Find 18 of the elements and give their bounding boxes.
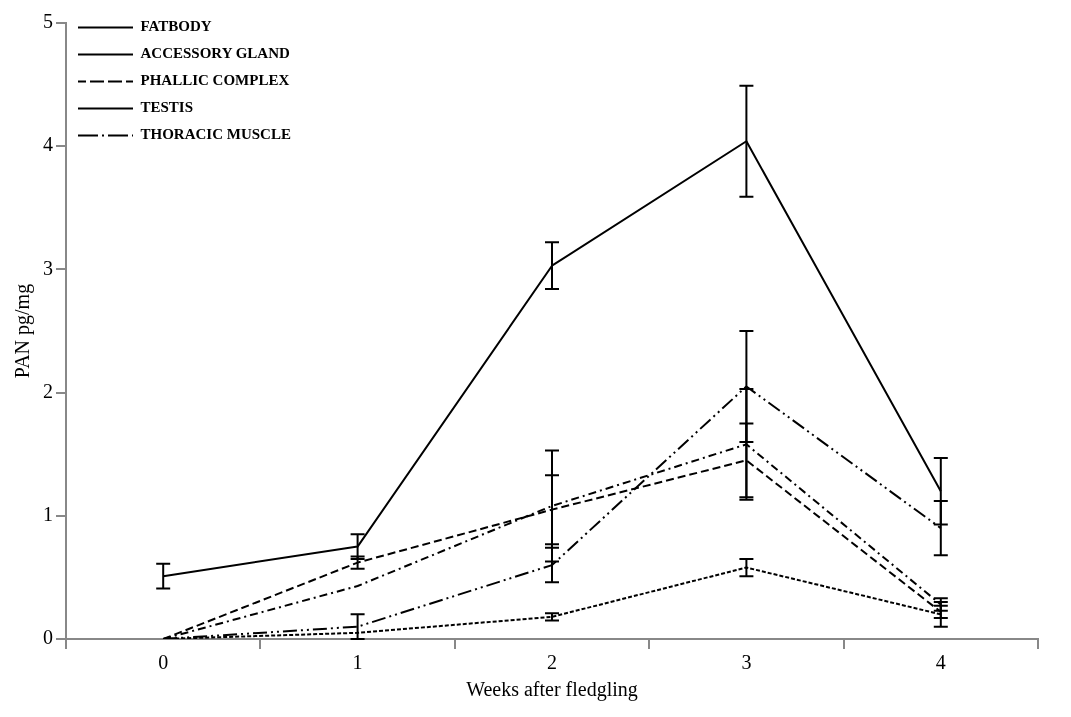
x-axis-title: Weeks after fledgling <box>466 678 638 702</box>
x-tick-label: 1 <box>352 651 363 674</box>
y-tick-label: 3 <box>43 256 53 279</box>
x-tick-label: 0 <box>158 651 169 674</box>
y-tick-label: 4 <box>43 133 53 156</box>
legend-label: PHALLIC COMPLEX <box>140 72 290 89</box>
y-axis-title: PAN pg/mg <box>11 283 35 379</box>
y-tick-label: 0 <box>43 626 53 649</box>
legend-label: ACCESSORY GLAND <box>140 45 291 62</box>
y-tick-label: 5 <box>43 10 53 33</box>
y-tick-label: 1 <box>43 503 53 526</box>
legend-label: FATBODY <box>140 18 212 35</box>
x-tick-label: 4 <box>935 651 946 674</box>
legend-label: THORACIC MUSCLE <box>140 126 291 143</box>
x-tick-label: 3 <box>741 651 752 674</box>
x-tick-label: 2 <box>547 651 557 674</box>
y-tick-label: 2 <box>43 379 53 402</box>
legend-label: TESTIS <box>140 99 194 116</box>
